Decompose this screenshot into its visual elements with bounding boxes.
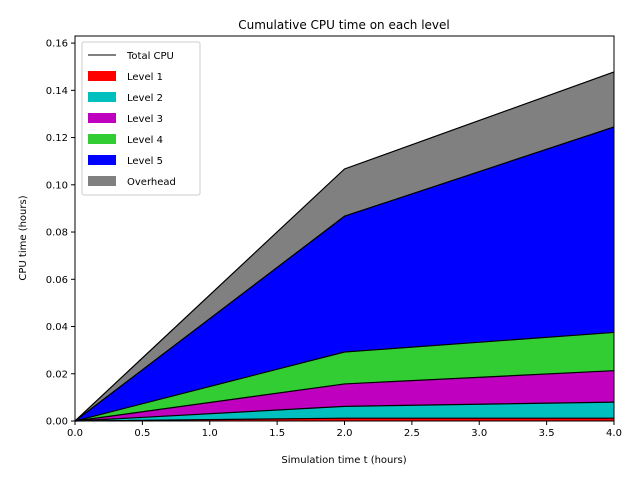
boundary-overhead [74,71,615,422]
area-level-3 [75,370,614,421]
chart-title: Cumulative CPU time on each level [238,18,450,32]
legend: Total CPU Level 1 Level 2 Level 3 Level 4 Lev… [81,41,201,196]
y-tick-label: 0.02 [46,369,68,380]
x-tick-label: 0.5 [134,428,150,439]
legend-swatch [88,155,116,165]
legend-swatch [88,176,116,186]
x-tick-label: 0.0 [67,428,83,439]
x-tick-label: 1.0 [202,428,218,439]
x-tick-label: 1.5 [269,428,285,439]
boundary-level-4 [74,331,615,422]
boundary-level-3 [74,370,615,422]
legend-label: Level 5 [127,156,163,167]
y-tick-label: 0.08 [46,228,68,239]
legend-label: Level 2 [127,93,163,104]
area-level-5 [75,126,614,422]
legend-swatch [88,134,116,144]
boundary-level-1 [74,417,614,422]
area-level-4 [75,332,614,421]
x-tick-label: 3.5 [539,428,555,439]
area-level-2 [75,402,614,421]
legend-label: Level 4 [127,135,163,146]
y-tick-label: 0.14 [46,86,68,97]
x-tick-label: 4.0 [606,428,622,439]
x-tick-label: 3.0 [471,428,487,439]
legend-label: Level 3 [127,114,163,125]
y-tick-label: 0.10 [46,180,68,191]
x-axis-label: Simulation time t (hours) [281,455,406,466]
y-tick-label: 0.06 [46,275,68,286]
y-axis-label: CPU time (hours) [18,195,29,280]
y-tick-label: 0.00 [46,417,68,428]
y-tick-label: 0.12 [46,133,68,144]
stacked-areas [75,71,614,422]
x-tick-label: 2.5 [404,428,420,439]
legend-label: Total CPU [126,51,174,62]
y-tick-label: 0.16 [46,39,68,50]
boundary-level-2 [74,401,615,422]
area-overhead [75,71,614,421]
legend-swatch [88,113,116,123]
legend-swatch [88,92,116,102]
area-level-1 [75,418,614,421]
y-tick-label: 0.04 [46,322,68,333]
x-tick-label: 2.0 [337,428,353,439]
area-boundaries [74,71,615,422]
legend-swatch [88,71,116,81]
boundary-level-5 [74,126,615,422]
x-axis: 0.0 0.5 1.0 1.5 2.0 2.5 3.0 3.5 4.0 [67,421,622,439]
legend-label: Level 1 [127,72,163,83]
legend-label: Overhead [127,177,176,188]
y-axis: 0.00 0.02 0.04 0.06 0.08 0.10 0.12 0.14 0.16 [46,39,75,428]
